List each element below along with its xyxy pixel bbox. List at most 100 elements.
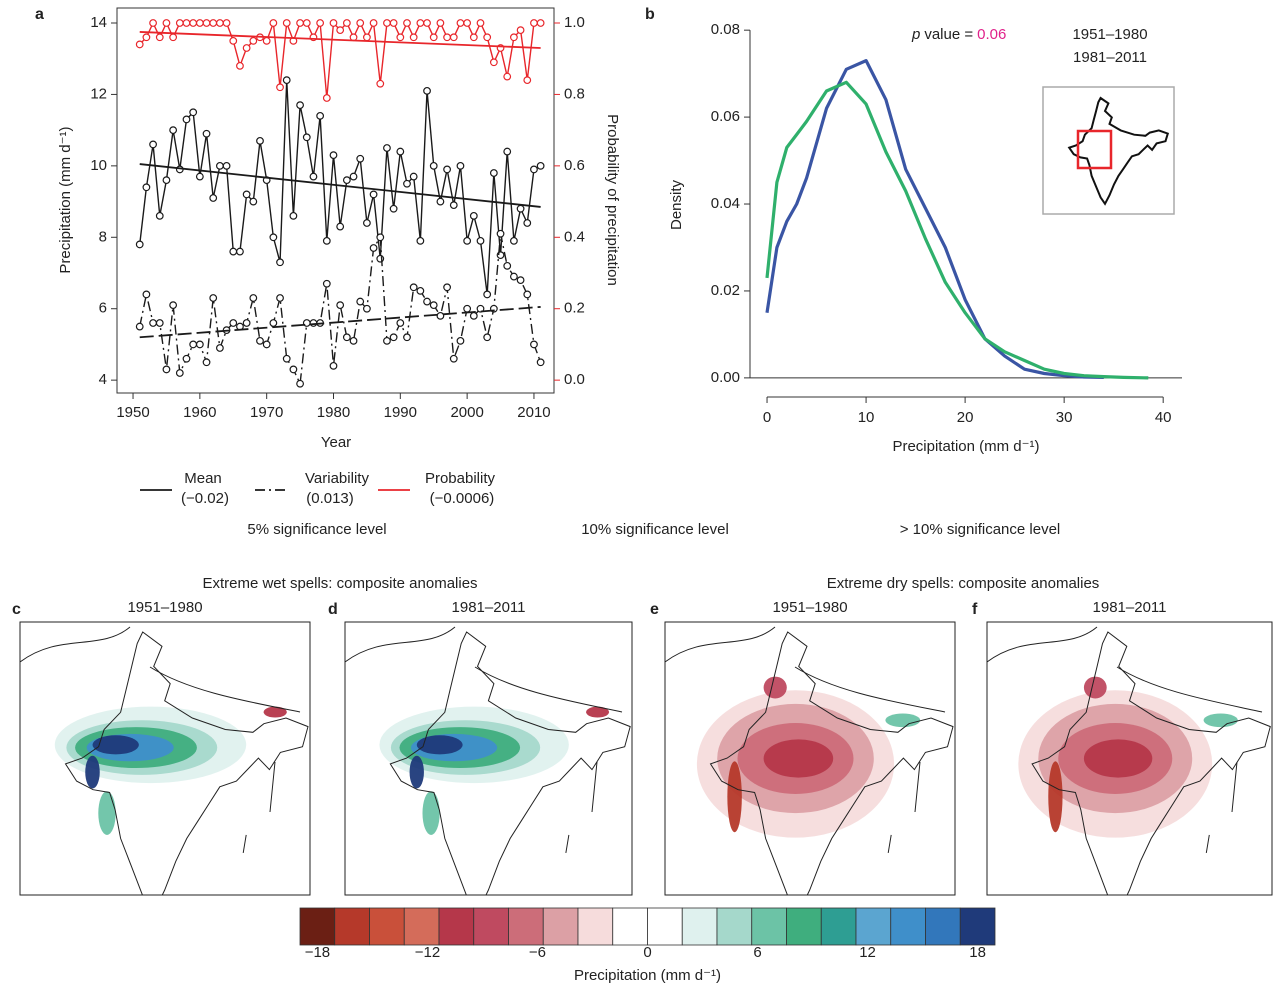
data-point: [229, 319, 238, 327]
panel-title: 1951–1980: [127, 599, 202, 616]
y-tick-label: 0.02: [711, 282, 740, 299]
group-title: Extreme wet spells: composite anomalies: [202, 575, 477, 592]
data-point: [403, 333, 411, 342]
colorbar-box: [786, 907, 822, 946]
data-point: [135, 40, 144, 49]
data-point: [169, 301, 178, 310]
data-point: [456, 161, 465, 170]
x-tick-label: 2000: [450, 404, 483, 421]
data-point: [449, 354, 458, 363]
data-point: [403, 179, 411, 188]
data-point: [449, 33, 458, 42]
data-point: [269, 19, 278, 27]
data-point: [162, 19, 171, 27]
data-point: [296, 379, 304, 388]
data-point: [369, 244, 378, 252]
legend-trend: (−0.0006): [430, 490, 495, 507]
data-point: [409, 172, 418, 181]
panel-letter: d: [328, 601, 338, 618]
data-point: [216, 344, 224, 352]
data-point: [316, 19, 325, 27]
data-point: [155, 319, 164, 327]
data-point: [242, 190, 251, 199]
data-point: [309, 172, 318, 181]
y-tick-label: 0.00: [711, 369, 740, 386]
data-point: [202, 358, 211, 367]
data-point: [489, 58, 498, 67]
colorbar-box: [334, 907, 370, 946]
data-point: [209, 194, 218, 202]
group-title: Extreme dry spells: composite anomalies: [827, 575, 1100, 592]
significance-note: 10% significance level: [581, 521, 729, 538]
x-tick-label: 1990: [384, 404, 417, 421]
data-point: [456, 336, 465, 345]
data-point: [302, 133, 311, 142]
data-point: [516, 26, 525, 35]
y-axis-label: Density: [668, 179, 685, 230]
data-point: [396, 33, 405, 42]
significance-note: > 10% significance level: [900, 521, 1061, 538]
map-content: [345, 626, 631, 895]
data-point: [403, 19, 411, 27]
data-point: [195, 340, 204, 349]
data-point: [483, 290, 492, 299]
map: [664, 621, 956, 896]
colorbar-tick-label: 12: [859, 944, 876, 961]
data-point: [229, 36, 238, 45]
data-point: [149, 319, 157, 327]
data-point: [510, 272, 518, 281]
data-point: [356, 297, 365, 306]
anomaly-contour: [1048, 761, 1063, 833]
colorbar-box: [403, 907, 440, 946]
data-point: [302, 19, 311, 27]
data-point: [376, 254, 385, 263]
data-point: [503, 261, 512, 270]
data-point: [276, 258, 284, 267]
map-content: [20, 626, 309, 895]
data-point: [182, 115, 191, 124]
data-point: [256, 336, 264, 345]
data-point: [396, 319, 405, 327]
border: [345, 626, 623, 854]
anomaly-contour: [763, 739, 834, 778]
y-axis-label: Precipitation (mm d⁻¹): [57, 126, 74, 273]
data-point: [195, 19, 204, 27]
data-point: [363, 33, 371, 42]
panel-letter: f: [972, 601, 978, 618]
trend-line: [139, 31, 541, 49]
data-point: [423, 297, 431, 306]
panel-title: 1981–2011: [452, 599, 526, 616]
anomaly-contour: [763, 676, 787, 699]
anomaly-contour: [885, 713, 921, 728]
data-point: [175, 369, 184, 377]
legend-trend: (−0.02): [181, 490, 229, 507]
anomaly-contour: [1083, 676, 1107, 699]
x-tick-label: 1960: [183, 404, 216, 421]
data-point: [336, 26, 345, 35]
map-frame: [986, 621, 1273, 896]
y-tick-label: 12: [90, 85, 107, 102]
colorbar-tick-label: −6: [529, 944, 546, 961]
data-point: [155, 33, 164, 42]
inset-frame: [1042, 86, 1175, 215]
data-point: [363, 219, 371, 227]
colorbar-box: [751, 907, 787, 946]
anomaly-contour: [586, 706, 610, 718]
data-point: [416, 19, 425, 27]
border: [20, 626, 301, 854]
annotation-text: value =: [924, 26, 973, 43]
data-point: [389, 19, 398, 27]
colorbar-box: [369, 907, 405, 946]
colorbar-box: [890, 907, 926, 946]
data-point: [175, 19, 184, 27]
data-point: [329, 361, 338, 370]
y-tick-label: 8: [99, 228, 107, 245]
data-point: [530, 165, 538, 174]
legend-label: Probability: [425, 470, 496, 487]
data-point: [269, 319, 278, 327]
data-point: [416, 286, 425, 295]
data-point: [536, 161, 545, 170]
data-point: [195, 172, 204, 181]
data-point: [436, 197, 445, 206]
data-point: [383, 19, 391, 27]
